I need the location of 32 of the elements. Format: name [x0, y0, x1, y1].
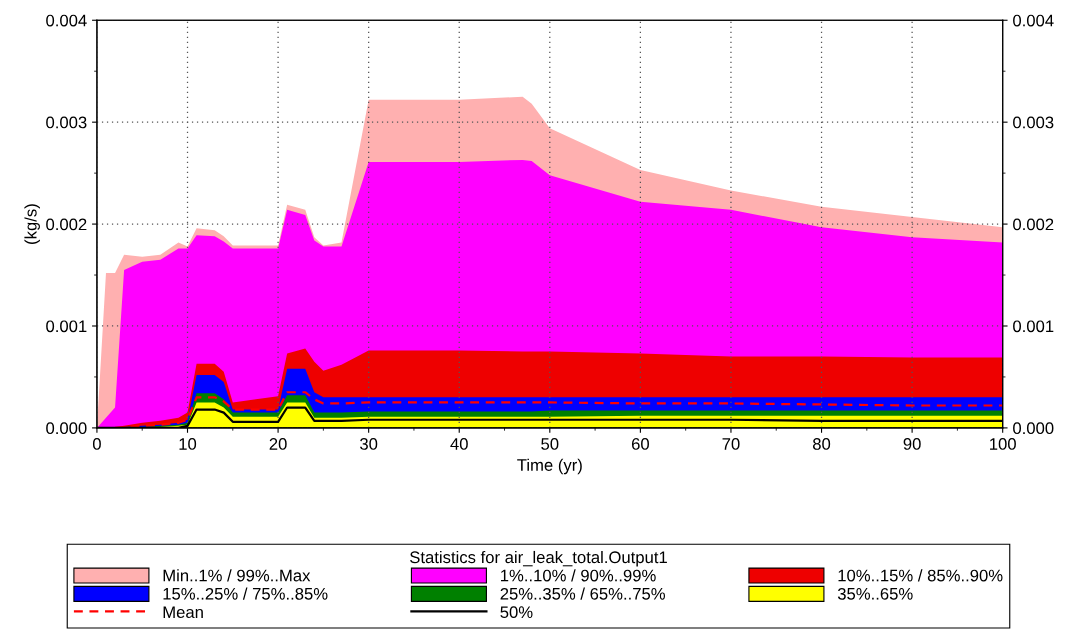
legend-label: 25%..35% / 65%..75%	[500, 587, 665, 600]
y-tick-label: 0.004	[46, 14, 87, 27]
y-axis-title: (kg/s)	[24, 204, 40, 244]
legend-label: Mean	[163, 606, 203, 619]
legend-label: 1%..10% / 90%..99%	[501, 569, 656, 582]
x-tick-label: 100	[990, 438, 1016, 450]
y2-tick-label: 0.004	[1013, 14, 1054, 27]
y2-tick-label: 0.001	[1013, 320, 1054, 333]
x-tick-label: 30	[360, 438, 378, 450]
x-tick-label: 60	[631, 438, 649, 450]
x-tick-label: 0	[92, 438, 101, 450]
x-tick-label: 80	[812, 438, 831, 450]
legend-label: 35%..65%	[837, 587, 913, 600]
legend-label: 50%	[500, 606, 533, 619]
y-tick-label: 0.000	[46, 422, 87, 435]
y2-tick-label: 0.003	[1013, 116, 1054, 129]
x-tick-label: 20	[269, 438, 287, 450]
x-tick-label: 10	[179, 438, 197, 450]
y-tick-label: 0.002	[46, 218, 87, 231]
legend-label: 15%..25% / 75%..85%	[163, 587, 328, 600]
x-tick-label: 90	[903, 438, 921, 450]
x-tick-label: 40	[450, 438, 468, 450]
y-tick-label: 0.001	[46, 320, 87, 333]
y-tick-label: 0.003	[46, 116, 87, 129]
x-tick-label: 70	[722, 438, 740, 450]
y2-tick-label: 0.002	[1013, 218, 1054, 231]
x-tick-label: 50	[541, 438, 559, 450]
x-axis-title: Time (yr)	[517, 458, 582, 475]
legend-label: 10%..15% / 85%..90%	[838, 569, 1003, 582]
legend-title: Statistics for air_leak_total.Output1	[410, 550, 667, 567]
y2-tick-label: 0.000	[1013, 422, 1054, 435]
legend-label: Min..1% / 99%..Max	[163, 569, 311, 582]
